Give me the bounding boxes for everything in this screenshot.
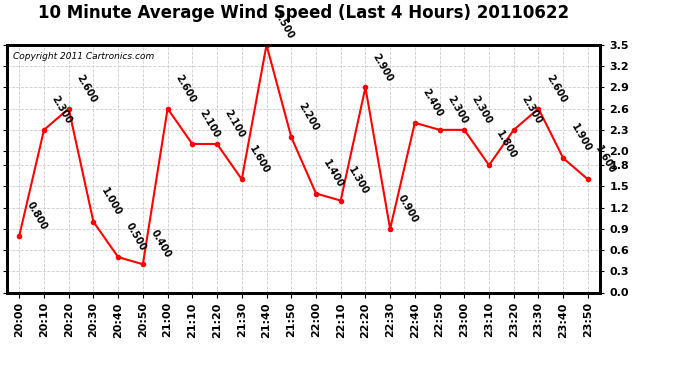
Text: 1.600: 1.600	[247, 144, 271, 175]
Text: 1.000: 1.000	[99, 186, 123, 218]
Text: 2.200: 2.200	[297, 101, 321, 133]
Text: 2.600: 2.600	[75, 73, 98, 105]
Text: 1.300: 1.300	[346, 165, 371, 196]
Text: 1.400: 1.400	[322, 158, 346, 189]
Text: 2.300: 2.300	[470, 94, 494, 126]
Text: 2.300: 2.300	[50, 94, 74, 126]
Text: 3.500: 3.500	[272, 9, 296, 41]
Text: 0.400: 0.400	[148, 228, 172, 260]
Text: 2.100: 2.100	[198, 108, 222, 140]
Text: 2.300: 2.300	[520, 94, 543, 126]
Text: 1.600: 1.600	[593, 144, 618, 175]
Text: 1.900: 1.900	[569, 122, 593, 154]
Text: 0.500: 0.500	[124, 221, 148, 253]
Text: 2.100: 2.100	[223, 108, 246, 140]
Text: 2.600: 2.600	[544, 73, 568, 105]
Text: 10 Minute Average Wind Speed (Last 4 Hours) 20110622: 10 Minute Average Wind Speed (Last 4 Hou…	[38, 4, 569, 22]
Text: 2.900: 2.900	[371, 52, 395, 83]
Text: 2.400: 2.400	[420, 87, 444, 118]
Text: 1.800: 1.800	[495, 129, 519, 161]
Text: 0.800: 0.800	[25, 200, 49, 232]
Text: Copyright 2011 Cartronics.com: Copyright 2011 Cartronics.com	[13, 53, 154, 62]
Text: 0.900: 0.900	[395, 193, 420, 225]
Text: 2.600: 2.600	[173, 73, 197, 105]
Text: 2.300: 2.300	[445, 94, 469, 126]
